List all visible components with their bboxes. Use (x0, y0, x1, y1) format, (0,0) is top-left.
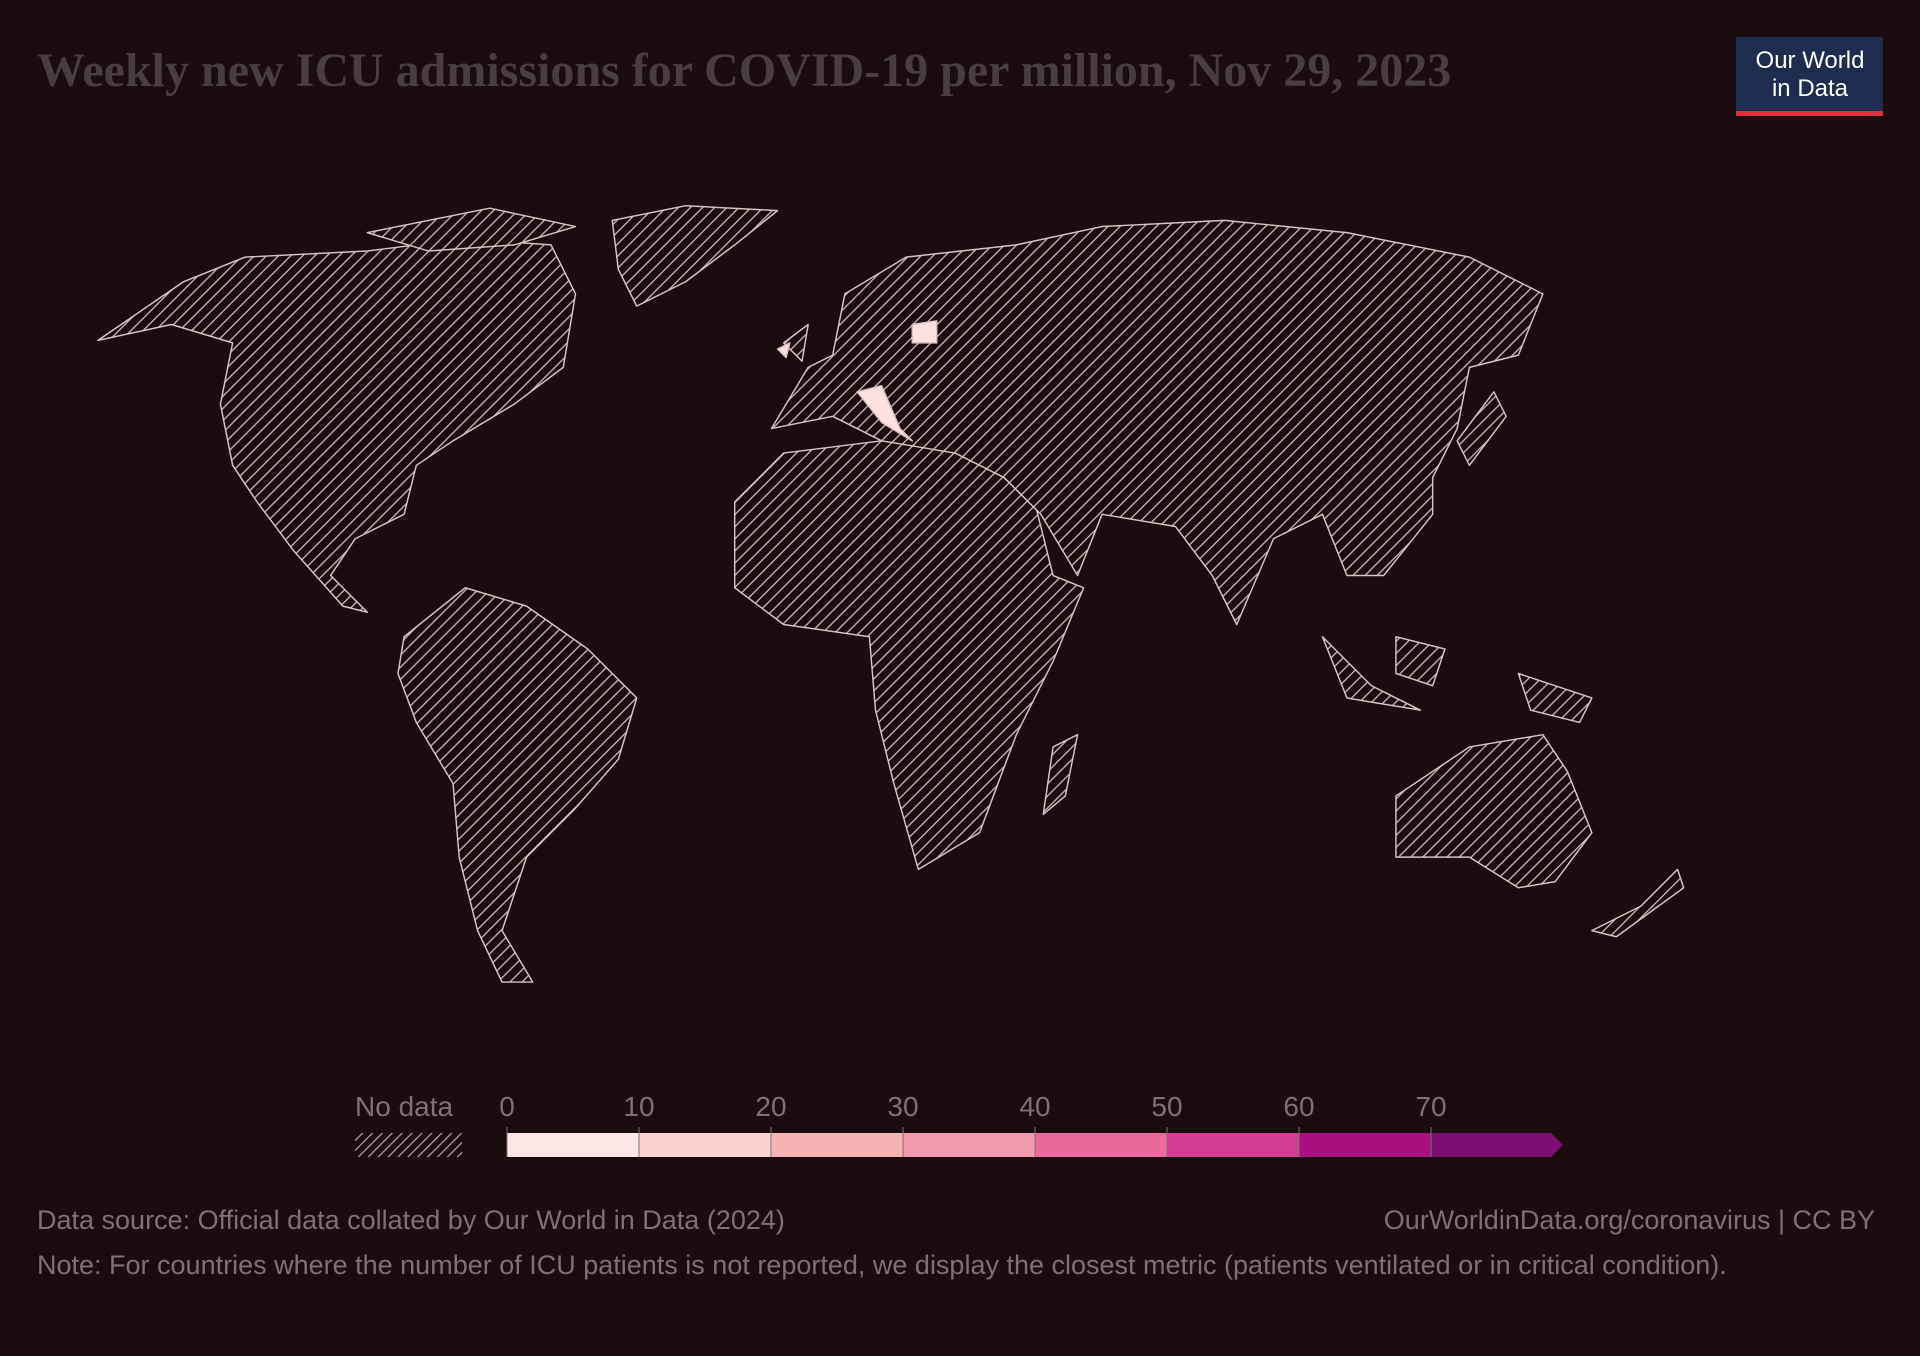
legend: No data 0 10 20 30 40 50 60 70 (355, 1091, 1563, 1157)
logo: Our World in Data (1736, 37, 1883, 116)
legend-no-data-swatch (355, 1133, 462, 1157)
legend-tick-label: 40 (1019, 1091, 1050, 1122)
australia (1395, 733, 1593, 889)
legend-tick-label: 30 (887, 1091, 918, 1122)
eurasia (770, 219, 1544, 626)
logo-text: in Data (1772, 75, 1849, 102)
legend-tick-label: 60 (1283, 1091, 1314, 1122)
title: Weekly new ICU admissions for COVID-19 p… (37, 44, 1451, 97)
source: Data source: Official data collated by O… (37, 1205, 785, 1235)
legend-bin (771, 1133, 903, 1157)
legend-bin (1167, 1133, 1299, 1157)
legend-no-data-label: No data (355, 1091, 453, 1122)
legend-bin (639, 1133, 771, 1157)
legend-tick-label: 50 (1151, 1091, 1182, 1122)
legend-tick-label: 20 (755, 1091, 786, 1122)
madagascar (1042, 733, 1079, 816)
islands (1321, 636, 1593, 724)
north-america (97, 238, 577, 613)
japan (1456, 391, 1507, 467)
legend-tick-label: 0 (499, 1091, 515, 1122)
note: Note: For countries where the number of … (37, 1250, 1727, 1280)
europe-data (776, 320, 938, 442)
legend-bin (507, 1133, 639, 1157)
legend-bin (1299, 1133, 1431, 1157)
legend-bin (1035, 1133, 1167, 1157)
new-zealand (1591, 868, 1685, 938)
south-america (397, 587, 638, 983)
greenland (611, 204, 779, 307)
arctic-islands (366, 207, 577, 252)
logo-text: Our World (1756, 47, 1865, 74)
url: OurWorldinData.org/coronavirus | CC BY (1383, 1205, 1875, 1235)
world-map (97, 204, 1685, 983)
legend-bin (1431, 1133, 1563, 1157)
uk (782, 323, 809, 362)
legend-bin (903, 1133, 1035, 1157)
legend-tick-label: 10 (623, 1091, 654, 1122)
legend-tick-label: 70 (1415, 1091, 1446, 1122)
